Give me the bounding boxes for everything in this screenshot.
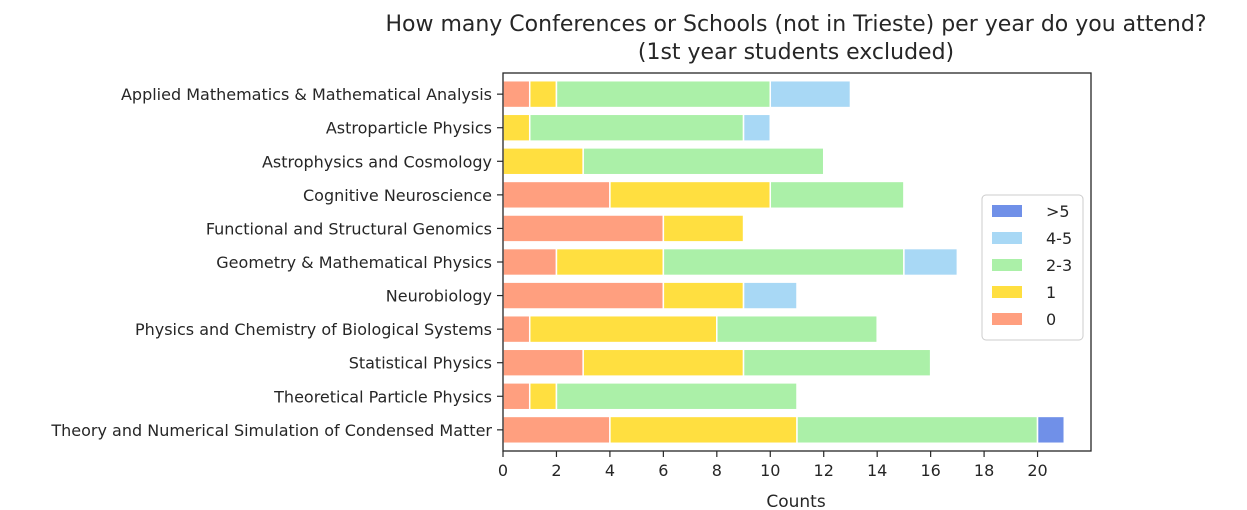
- x-tick-label: 20: [1027, 461, 1047, 480]
- bar-segment: [502, 147, 584, 176]
- bar-segment: [502, 348, 584, 377]
- x-tick-label: 16: [920, 461, 940, 480]
- chart-subtitle: (1st year students excluded): [638, 40, 954, 65]
- bar-segment: [769, 180, 905, 210]
- x-tick-label: 18: [974, 461, 994, 480]
- bar-segment: [796, 415, 1039, 445]
- bar-segment: [903, 247, 959, 277]
- bar-segment: [742, 281, 798, 310]
- y-tick-label: Physics and Chemistry of Biological Syst…: [135, 320, 492, 339]
- bar-segment: [662, 247, 905, 277]
- bar-segment: [502, 214, 665, 243]
- bar-segment: [502, 79, 531, 109]
- bar-segment: [1036, 415, 1066, 445]
- x-tick-label: 2: [551, 461, 561, 480]
- bar-segment: [582, 348, 745, 377]
- bar-segment: [528, 382, 558, 411]
- legend-swatch: [992, 232, 1022, 244]
- legend-swatch: [992, 313, 1022, 325]
- bar-segment: [528, 113, 745, 142]
- bar-segment: [502, 113, 531, 142]
- y-tick-labels: Applied Mathematics & Mathematical Analy…: [50, 85, 503, 440]
- y-tick-label: Theory and Numerical Simulation of Conde…: [50, 421, 492, 440]
- x-tick-labels: 0 2 4 6 8 10 12 14 16 18 20: [498, 451, 1048, 480]
- y-tick-label: Geometry & Mathematical Physics: [216, 253, 492, 272]
- x-axis-label: Counts: [766, 492, 825, 510]
- bar-segment: [502, 281, 665, 310]
- x-tick-label: 8: [712, 461, 722, 480]
- y-tick-label: Statistical Physics: [349, 354, 492, 373]
- y-tick-label: Theoretical Particle Physics: [273, 387, 492, 406]
- bar-segment: [502, 247, 558, 277]
- bar-segment: [662, 214, 745, 243]
- x-tick-label: 6: [658, 461, 668, 480]
- x-tick-label: 14: [867, 461, 887, 480]
- legend-label: 1: [1046, 283, 1056, 302]
- bar-segment: [528, 314, 718, 344]
- x-tick-label: 10: [760, 461, 780, 480]
- legend: >5 4-5 2-3 1 0: [981, 194, 1084, 341]
- y-tick-label: Applied Mathematics & Mathematical Analy…: [121, 85, 492, 104]
- y-tick-label: Neurobiology: [386, 287, 492, 306]
- legend-label: 2-3: [1046, 256, 1072, 275]
- bar-segment: [742, 113, 772, 142]
- legend-box: [981, 194, 1084, 341]
- bar-segment: [582, 147, 825, 176]
- legend-label: 0: [1046, 310, 1056, 329]
- bar-segment: [555, 79, 772, 109]
- plot-frame: [502, 72, 1092, 452]
- bar-segment: [662, 281, 745, 310]
- y-tick-label: Astrophysics and Cosmology: [262, 152, 492, 171]
- x-tick-label: 0: [498, 461, 508, 480]
- bar-segment: [502, 180, 611, 210]
- bar-segment: [528, 79, 558, 109]
- bar-segment: [609, 180, 772, 210]
- bar-segment: [502, 415, 611, 445]
- legend-swatch: [992, 259, 1022, 271]
- bar-segment: [555, 247, 665, 277]
- bars-layer: [502, 79, 1066, 445]
- y-tick-label: Cognitive Neuroscience: [303, 186, 492, 205]
- bar-segment: [716, 314, 878, 344]
- bar-segment: [502, 382, 531, 411]
- x-tick-label: 4: [605, 461, 615, 480]
- chart-title: How many Conferences or Schools (not in …: [385, 12, 1206, 37]
- legend-swatch: [992, 205, 1022, 217]
- legend-swatch: [992, 286, 1022, 298]
- bar-segment: [502, 314, 531, 344]
- legend-label: >5: [1046, 202, 1070, 221]
- y-tick-label: Functional and Structural Genomics: [206, 219, 492, 238]
- legend-label: 4-5: [1046, 229, 1072, 248]
- bar-segment: [742, 348, 932, 377]
- y-tick-label: Astroparticle Physics: [326, 119, 492, 138]
- bar-segment: [609, 415, 798, 445]
- bar-segment: [769, 79, 852, 109]
- x-tick-label: 12: [814, 461, 834, 480]
- bar-segment: [555, 382, 798, 411]
